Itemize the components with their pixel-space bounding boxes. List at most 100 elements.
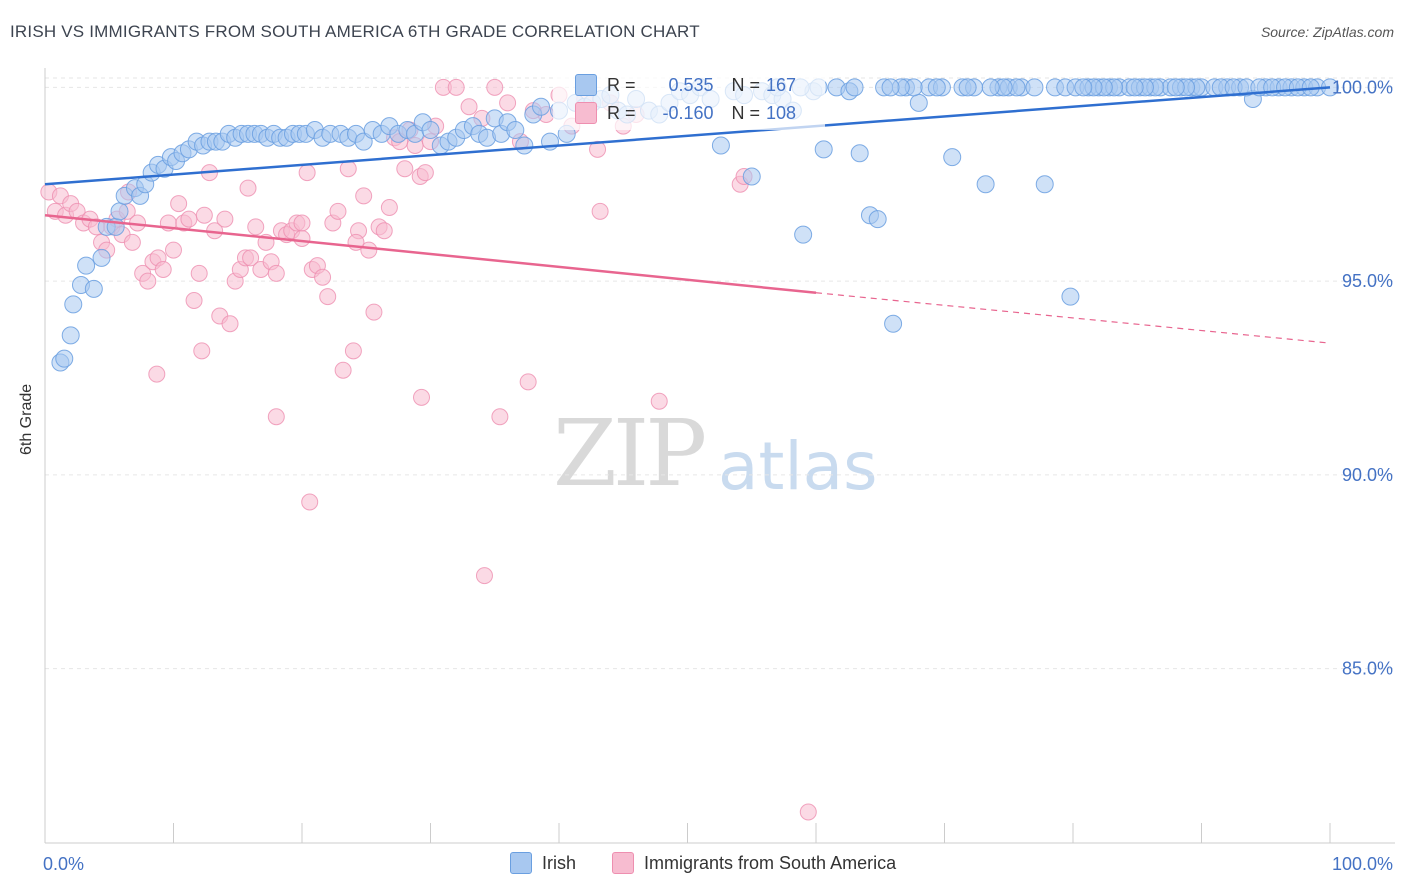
trend-lines [44, 86, 1331, 344]
immigrants-point [413, 388, 431, 406]
immigrants-point [344, 342, 362, 360]
immigrants-point [216, 210, 234, 228]
immigrants-point [298, 164, 316, 182]
immigrants-point [247, 218, 265, 236]
legend-item-irish[interactable]: Irish [510, 852, 576, 874]
tick-labels: 85.0% 90.0% 95.0% 100.0% 0.0% 100.0% [43, 77, 1393, 874]
irish-trend-line [44, 86, 1331, 186]
immigrants-trend-dashed [815, 292, 1331, 344]
immigrants-points [40, 78, 817, 821]
watermark-atlas: atlas [718, 428, 878, 505]
legend-immigrants-swatch [612, 852, 634, 874]
immigrants-point [185, 292, 203, 309]
irish-point [814, 140, 833, 159]
immigrants-point [799, 803, 817, 821]
y-tick-label: 95.0% [1342, 271, 1393, 291]
immigrants-point [123, 233, 141, 251]
irish-point [845, 78, 864, 97]
immigrants-point [190, 264, 208, 282]
irish-point [927, 78, 946, 97]
irish-point [64, 295, 83, 314]
irish-swatch [575, 74, 597, 96]
legend-item-immigrants[interactable]: Immigrants from South America [612, 852, 896, 874]
immigrants-point [396, 160, 414, 178]
immigrants-point [314, 268, 332, 286]
immigrants-point [193, 342, 211, 360]
immigrants-point [267, 408, 285, 426]
y-tick-label: 100.0% [1332, 77, 1393, 97]
immigrants-point [416, 164, 434, 182]
irish-point [884, 314, 903, 333]
immigrants-point [380, 199, 398, 216]
x-tick-label-right: 100.0% [1332, 854, 1393, 874]
stats-row-immigrants: R = -0.160 N = 108 [575, 102, 796, 124]
irish-r-value: 0.535 [668, 74, 714, 95]
immigrants-point [519, 373, 537, 391]
irish-point [850, 144, 869, 163]
chart-title: IRISH VS IMMIGRANTS FROM SOUTH AMERICA 6… [10, 22, 700, 41]
irish-point [1025, 78, 1044, 97]
irish-point [55, 349, 74, 368]
irish-point [868, 210, 887, 229]
irish-point [61, 326, 80, 345]
irish-n-label: N = [731, 74, 761, 95]
immigrants-n-label: N = [731, 102, 761, 123]
immigrants-point [139, 272, 157, 290]
grid-lines [45, 77, 1395, 670]
irish-point [794, 225, 813, 244]
irish-point [1125, 78, 1144, 97]
immigrants-point [180, 210, 198, 228]
irish-point [981, 78, 1000, 97]
irish-point [84, 279, 103, 298]
irish-point [515, 136, 534, 155]
legend-irish-swatch [510, 852, 532, 874]
irish-point [881, 78, 900, 97]
immigrants-point [591, 202, 609, 220]
stats-legend: R = 0.535 N = 167 R = -0.160 N = 108 [553, 66, 825, 130]
immigrants-point [170, 195, 188, 213]
immigrants-point [242, 249, 260, 267]
immigrants-point [319, 288, 337, 306]
y-tick-label: 90.0% [1342, 465, 1393, 485]
irish-point [110, 202, 129, 221]
legend-immigrants-label: Immigrants from South America [644, 852, 897, 873]
immigrants-point [301, 493, 319, 511]
immigrants-point [499, 94, 517, 112]
immigrants-point [334, 361, 352, 379]
irish-point [943, 148, 962, 167]
irish-point [1035, 175, 1054, 194]
irish-point [92, 248, 111, 267]
legend-irish-label: Irish [542, 852, 577, 873]
immigrants-point [491, 408, 509, 426]
irish-point [1166, 78, 1185, 97]
immigrants-point [148, 365, 166, 383]
immigrants-n-value: 108 [766, 102, 797, 123]
immigrants-point [355, 187, 373, 205]
immigrants-point [486, 78, 504, 96]
irish-point [1074, 78, 1093, 97]
irish-point [532, 97, 551, 116]
irish-point [77, 256, 96, 275]
immigrants-trend-line [44, 214, 817, 294]
irish-point [711, 136, 730, 155]
immigrants-point [339, 160, 357, 178]
irish-point [1061, 287, 1080, 306]
immigrants-point [329, 202, 347, 220]
source-credit: Source: ZipAtlas.com [1260, 24, 1394, 40]
irish-point [421, 121, 440, 139]
immigrants-point [365, 303, 383, 321]
irish-point [958, 78, 977, 97]
immigrants-point [475, 567, 493, 585]
immigrants-point [267, 264, 285, 282]
immigrants-r-label: R = [607, 102, 636, 123]
watermark-zip: ZIP [553, 400, 707, 507]
y-tick-label: 85.0% [1342, 659, 1393, 679]
immigrants-point [165, 241, 182, 259]
immigrants-point [447, 78, 465, 96]
immigrants-point [650, 392, 668, 410]
immigrants-point [360, 241, 378, 259]
irish-point [909, 93, 928, 112]
immigrants-point [195, 206, 213, 224]
irish-point [506, 121, 525, 139]
